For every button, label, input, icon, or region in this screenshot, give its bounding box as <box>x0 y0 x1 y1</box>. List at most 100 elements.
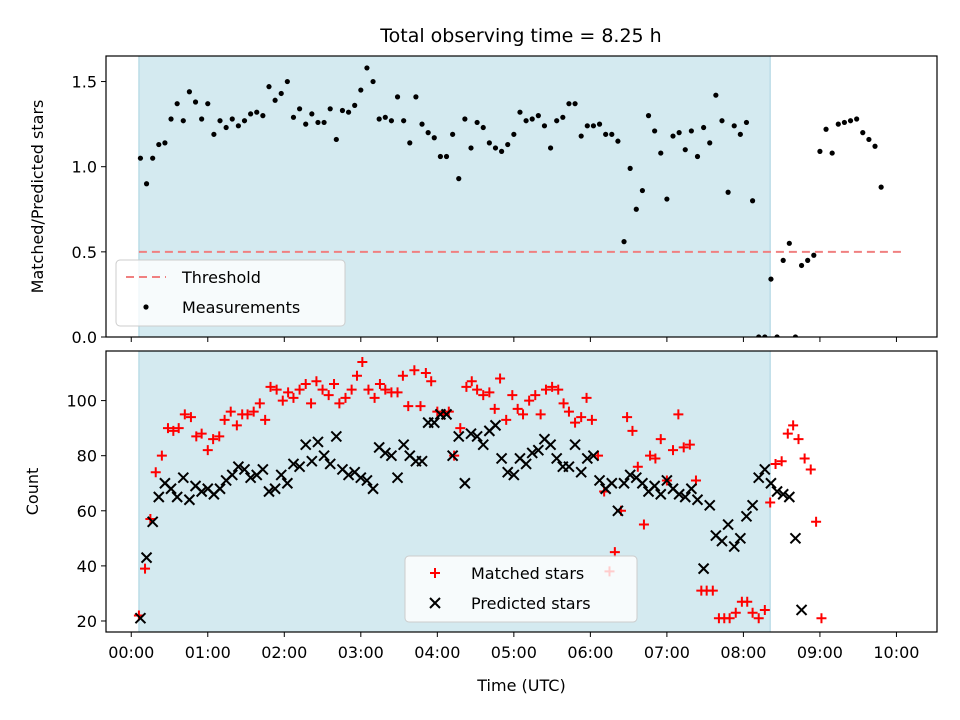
data-point <box>508 469 520 481</box>
data-point <box>358 87 364 93</box>
data-point <box>416 455 428 467</box>
data-point <box>248 111 254 117</box>
data-point <box>661 474 673 487</box>
data-point <box>524 395 535 406</box>
data-point <box>453 430 465 443</box>
data-point <box>841 119 848 126</box>
data-point <box>296 106 303 112</box>
data-point <box>156 141 162 148</box>
data-point <box>254 398 265 409</box>
data-point <box>380 384 391 395</box>
data-point <box>311 376 322 387</box>
data-point <box>530 390 541 401</box>
data-point <box>179 409 190 420</box>
data-point <box>134 612 147 624</box>
data-point <box>225 406 236 417</box>
data-point <box>300 438 312 451</box>
data-point <box>407 140 413 146</box>
data-point <box>526 447 538 459</box>
data-point <box>701 124 707 131</box>
legend-label: Matched stars <box>471 564 584 583</box>
data-point <box>569 438 581 451</box>
data-point <box>716 535 728 547</box>
data-point <box>805 257 811 263</box>
data-point <box>459 477 471 489</box>
data-point <box>238 463 251 476</box>
data-point <box>575 466 587 478</box>
data-point <box>168 425 179 436</box>
data-point <box>645 113 652 119</box>
data-point <box>704 499 716 511</box>
data-point <box>673 409 684 420</box>
data-point <box>685 483 698 495</box>
data-point <box>174 101 180 107</box>
data-point <box>560 114 566 120</box>
y-tick-label: 0.5 <box>72 243 97 262</box>
data-point <box>622 412 633 423</box>
data-point <box>554 118 560 124</box>
data-point <box>609 131 615 137</box>
data-point <box>165 483 177 495</box>
data-point <box>759 463 771 476</box>
data-point <box>535 113 541 119</box>
data-point <box>330 430 343 443</box>
legend-box <box>115 259 346 327</box>
x-tick-label: 03:00 <box>338 643 384 662</box>
series-predicted-stars <box>134 408 808 624</box>
count-panel: 20 40 60 80 100 00:00 01:00 02:00 03:00 04:00 05:0… <box>23 350 938 695</box>
data-point <box>472 384 483 395</box>
data-point <box>150 155 156 161</box>
data-point <box>678 442 689 453</box>
data-point <box>730 607 741 618</box>
data-point <box>505 141 511 148</box>
data-point <box>558 398 569 409</box>
data-point <box>847 118 854 124</box>
data-point <box>518 409 529 420</box>
data-point <box>401 118 407 124</box>
data-point <box>638 519 649 530</box>
y-axis-label: Count <box>23 468 42 516</box>
data-point <box>621 239 627 245</box>
data-point <box>645 450 656 461</box>
y-axis-label: Matched/Predicted stars <box>28 100 47 294</box>
data-point <box>782 428 793 439</box>
data-point <box>609 547 620 558</box>
data-point <box>284 78 290 85</box>
data-point <box>742 596 753 607</box>
ratio-panel: 0.0 0.5 1.0 1.5 Matched/Predicted stars Thres… <box>28 55 938 347</box>
data-point <box>214 483 226 495</box>
data-point <box>805 464 816 475</box>
data-point <box>650 453 661 464</box>
data-point <box>854 116 860 122</box>
data-point <box>374 379 385 390</box>
legend-label: Threshold <box>181 268 261 287</box>
x-tick-label: 02:00 <box>261 643 307 662</box>
data-point <box>811 252 817 258</box>
legend-label: Predicted stars <box>471 594 591 613</box>
y-tick-label: 0.0 <box>72 328 97 347</box>
data-point <box>627 425 638 436</box>
data-point <box>232 460 245 473</box>
data-point <box>211 131 217 137</box>
data-point <box>581 392 592 403</box>
data-point <box>770 458 781 469</box>
data-point <box>587 449 600 462</box>
data-point <box>263 485 275 498</box>
data-point <box>465 427 477 440</box>
data-point <box>799 453 810 464</box>
data-point <box>449 450 460 461</box>
data-point <box>860 130 866 136</box>
data-point <box>369 392 380 403</box>
data-point <box>798 262 805 269</box>
data-point <box>713 92 719 98</box>
data-point <box>737 131 743 137</box>
data-point <box>774 334 780 337</box>
data-point <box>756 334 762 337</box>
data-point <box>397 370 408 381</box>
data-point <box>340 392 351 403</box>
axes-frame <box>105 55 938 338</box>
data-point <box>217 118 223 124</box>
data-point <box>260 113 266 119</box>
data-point <box>229 116 235 122</box>
data-point <box>795 604 808 616</box>
